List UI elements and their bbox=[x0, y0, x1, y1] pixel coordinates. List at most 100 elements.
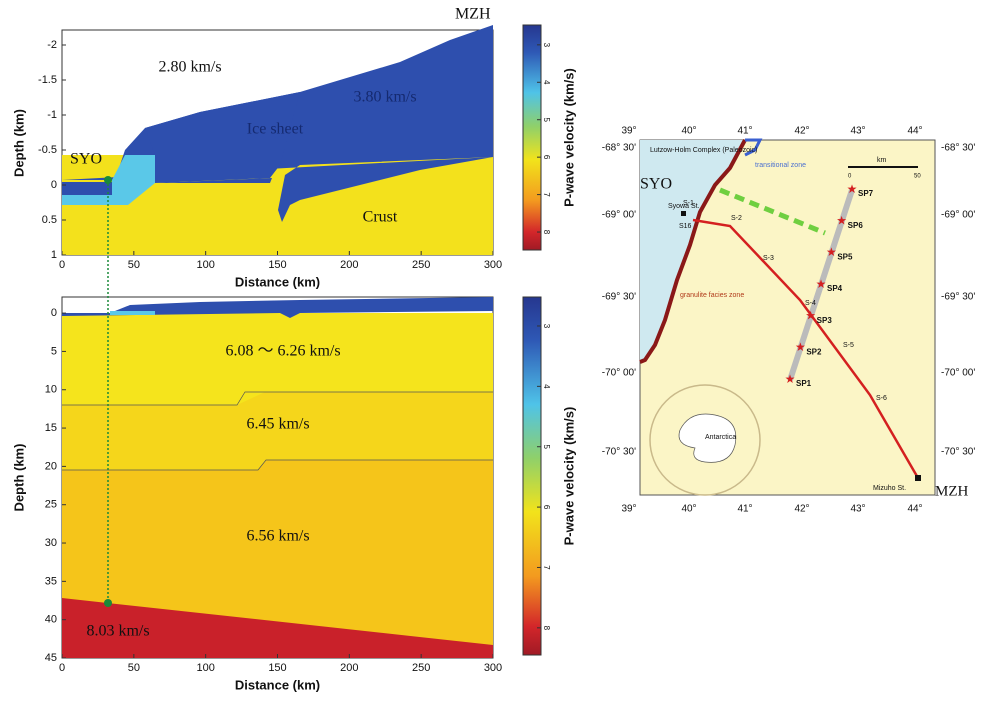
y-tick-label: 35 bbox=[45, 575, 57, 587]
lon-label: 39° bbox=[621, 126, 636, 137]
layer bbox=[62, 460, 493, 658]
shot-star: ★ bbox=[785, 372, 796, 386]
y-tick-label: 20 bbox=[45, 460, 57, 472]
map-label: S-2 bbox=[731, 215, 742, 222]
lon-label: 44° bbox=[907, 504, 922, 515]
map-label: Syowa St. bbox=[668, 203, 700, 210]
layer bbox=[62, 313, 493, 405]
lon-label: 41° bbox=[737, 504, 752, 515]
x-tick-label: 50 bbox=[128, 259, 140, 271]
colorbar-tick-label: 8 bbox=[542, 626, 551, 631]
colorbar-tick-label: 3 bbox=[542, 43, 551, 48]
shot-label: SP3 bbox=[817, 316, 833, 325]
lon-label: 43° bbox=[850, 126, 865, 137]
map-label: S16 bbox=[679, 223, 692, 230]
colorbar-tick-label: 4 bbox=[542, 80, 551, 85]
y-tick-label: 10 bbox=[45, 384, 57, 396]
boundary bbox=[62, 391, 493, 406]
x-tick-label: 100 bbox=[196, 662, 214, 674]
lon-label: 41° bbox=[737, 126, 752, 137]
map-label: Antarctica bbox=[705, 434, 736, 441]
y-tick-label: 0.5 bbox=[42, 214, 57, 226]
x-tick-label: 150 bbox=[268, 662, 286, 674]
x-tick-label: 250 bbox=[412, 259, 430, 271]
annotation: SYO bbox=[70, 151, 102, 168]
antarctica bbox=[678, 413, 737, 463]
colorbar-label: P-wave velocity (km/s) bbox=[561, 407, 576, 546]
lat-label: -70° 00' bbox=[941, 368, 975, 379]
coastline bbox=[639, 139, 747, 364]
lat-label: -69° 00' bbox=[602, 210, 636, 221]
annotation: 8.03 km/s bbox=[86, 623, 149, 640]
marker bbox=[104, 176, 112, 184]
map-label: SYO bbox=[640, 176, 672, 193]
y-tick-label: 0 bbox=[51, 179, 57, 191]
colorbar-tick-label: 8 bbox=[542, 230, 551, 235]
ice-sheet bbox=[155, 178, 272, 183]
layer bbox=[110, 311, 155, 315]
sea bbox=[640, 140, 745, 362]
x-axis-label: Distance (km) bbox=[235, 274, 320, 289]
lon-label: 42° bbox=[794, 126, 809, 137]
y-tick-label: -1 bbox=[47, 109, 57, 121]
y-tick-label: 0 bbox=[51, 307, 57, 319]
shot-label: SP1 bbox=[796, 379, 812, 388]
lon-label: 40° bbox=[681, 504, 696, 515]
marker bbox=[104, 599, 112, 607]
shot-label: SP5 bbox=[837, 252, 853, 261]
colorbar-tick-label: 3 bbox=[542, 324, 551, 329]
traverse bbox=[692, 218, 920, 479]
lon-label: 43° bbox=[850, 504, 865, 515]
lat-label: -70° 00' bbox=[602, 368, 636, 379]
layer bbox=[62, 195, 112, 205]
y-tick-label: -0.5 bbox=[38, 144, 57, 156]
x-axis-label: Distance (km) bbox=[235, 677, 320, 692]
x-tick-label: 50 bbox=[128, 662, 140, 674]
shot-star: ★ bbox=[805, 308, 816, 322]
x-tick-label: 0 bbox=[59, 259, 65, 271]
shot-star: ★ bbox=[816, 277, 827, 291]
x-tick-label: 0 bbox=[59, 662, 65, 674]
boundary bbox=[62, 459, 493, 471]
lat-label: -69° 30' bbox=[941, 292, 975, 303]
lat-label: -68° 30' bbox=[941, 143, 975, 154]
x-tick-label: 300 bbox=[484, 662, 502, 674]
bottom-panel: 6.08 〜 6.26 km/s 6.45 km/s 6.56 km/s 8.0… bbox=[61, 296, 542, 659]
map-label: S-6 bbox=[876, 395, 887, 402]
shot-label: SP4 bbox=[827, 284, 843, 293]
map-label: MZH bbox=[935, 483, 969, 499]
colorbar-tick-label: 5 bbox=[542, 444, 551, 449]
annotation: 3.80 km/s bbox=[353, 89, 416, 106]
y-axis-label: Depth (km) bbox=[11, 444, 26, 512]
lon-label: 40° bbox=[681, 126, 696, 137]
profile bbox=[787, 189, 855, 381]
colorbar-label: P-wave velocity (km/s) bbox=[561, 68, 576, 207]
shot-label: SP7 bbox=[858, 189, 874, 198]
lat-label: -69° 00' bbox=[941, 210, 975, 221]
map: 39° 39° 40° 40° 41° 41° 42° 42° 43° 43° 44° 44° -68°… bbox=[602, 126, 976, 515]
layer bbox=[112, 155, 155, 205]
colorbar-tick-label: 5 bbox=[542, 117, 551, 122]
map-label: Lutzow-Holm Complex (Paleozoic) bbox=[650, 147, 757, 154]
map-label: S-4 bbox=[805, 300, 816, 307]
x-tick-label: 250 bbox=[412, 662, 430, 674]
y-tick-label: 45 bbox=[45, 652, 57, 664]
lon-label: 44° bbox=[907, 126, 922, 137]
lat-label: -69° 30' bbox=[602, 292, 636, 303]
map-label: granulite facies zone bbox=[680, 292, 744, 299]
map-label: S-5 bbox=[843, 342, 854, 349]
annotation: 2.80 km/s bbox=[158, 59, 221, 76]
annotation: 6.08 〜 6.26 km/s bbox=[225, 343, 340, 360]
map-label: km bbox=[877, 157, 887, 164]
colorbar-tick-label: 6 bbox=[542, 155, 551, 160]
lon-label: 39° bbox=[621, 504, 636, 515]
ice-sheet bbox=[145, 92, 300, 183]
x-tick-label: 200 bbox=[340, 259, 358, 271]
annotation: Crust bbox=[363, 209, 398, 226]
x-tick-label: 300 bbox=[484, 259, 502, 271]
x-tick-label: 100 bbox=[196, 259, 214, 271]
annotation: MZH bbox=[455, 6, 491, 23]
x-tick-label: 150 bbox=[268, 259, 286, 271]
mantle bbox=[62, 598, 493, 658]
